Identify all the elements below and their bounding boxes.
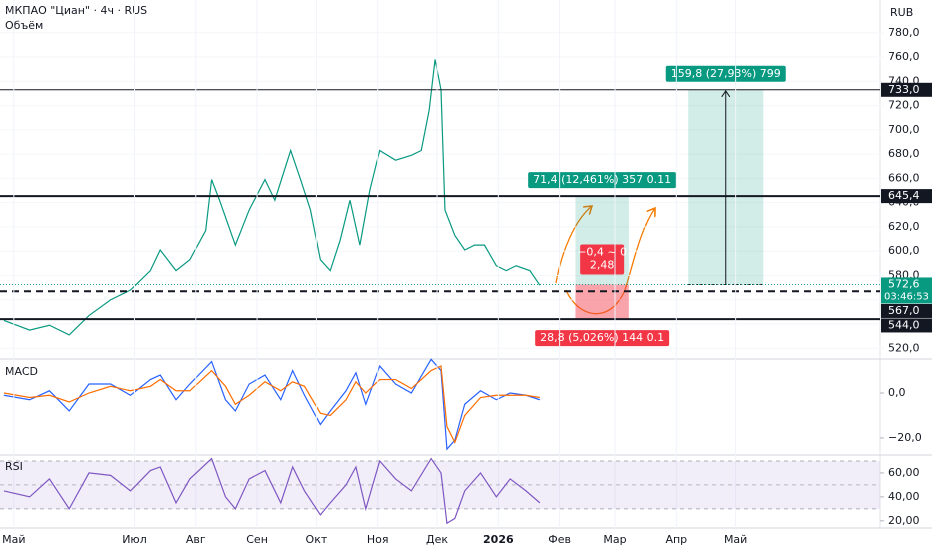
y-tick-label: 660,0 bbox=[888, 171, 920, 184]
y-tick-label: 780,0 bbox=[888, 26, 920, 39]
x-tick-label: Окт bbox=[306, 533, 328, 546]
pnl-text: 2,48 bbox=[590, 258, 615, 271]
level-badge-text: 645,4 bbox=[888, 189, 920, 202]
label-text: 71,4 (12,461%) 357 0.11 bbox=[533, 173, 671, 186]
pnl-box bbox=[580, 244, 625, 275]
currency: RUB bbox=[890, 6, 913, 19]
y-tick-label: 700,0 bbox=[888, 123, 920, 136]
y-tick-label: 20,00 bbox=[888, 514, 920, 527]
label-box bbox=[535, 330, 670, 347]
series-line bbox=[3, 358, 541, 451]
label-text: 159,8 (27,93%) 799 bbox=[671, 67, 781, 80]
y-tick-label: 760,0 bbox=[888, 50, 920, 63]
pane-title: RSI bbox=[5, 460, 23, 473]
x-tick-label: Май bbox=[724, 533, 747, 546]
level-badge bbox=[881, 189, 932, 204]
x-tick-label: Ноя bbox=[367, 533, 389, 546]
series-line bbox=[3, 365, 540, 444]
label-box bbox=[665, 65, 786, 82]
x-tick-label: Май bbox=[2, 533, 25, 546]
level-badge bbox=[881, 82, 932, 97]
y-tick-label: 620,0 bbox=[888, 220, 920, 233]
y-tick-label: 720,0 bbox=[888, 99, 920, 112]
label-text: 28,8 (5,026%) 144 0.1 bbox=[540, 331, 664, 344]
level-badge-text: 733,0 bbox=[888, 83, 920, 96]
series-line bbox=[3, 457, 541, 525]
projection-arrow bbox=[555, 206, 592, 284]
level-badge bbox=[881, 303, 932, 318]
y-tick-label: 680,0 bbox=[888, 147, 920, 160]
x-tick-label: 2026 bbox=[483, 533, 514, 546]
x-tick-label: Мар bbox=[603, 533, 626, 546]
x-tick-label: Апр bbox=[665, 533, 687, 546]
pnl-text: −0,4 ~ 0 bbox=[577, 245, 627, 258]
level-badge-text: 567,0 bbox=[888, 304, 920, 317]
level-badge bbox=[881, 318, 932, 333]
y-tick-label: 0,0 bbox=[888, 386, 906, 399]
x-tick-label: Июл bbox=[122, 533, 147, 546]
label-group: 71,4 (12,461%) 357 0.11 bbox=[528, 172, 677, 189]
label-group: 28,8 (5,026%) 144 0.1 bbox=[535, 330, 670, 347]
price-badge bbox=[881, 277, 932, 304]
x-tick-label: Дек bbox=[426, 533, 448, 546]
y-tick-label: −20,0 bbox=[888, 431, 922, 444]
stop-zone bbox=[575, 284, 629, 320]
label-box bbox=[528, 172, 677, 189]
projection-arrow bbox=[565, 208, 655, 315]
y-tick-label: 600,0 bbox=[888, 244, 920, 257]
price-badge-text: 572,6 bbox=[888, 277, 920, 290]
x-tick-label: Фев bbox=[548, 533, 571, 546]
x-tick-label: Сен bbox=[246, 533, 268, 546]
y-tick-label: 40,00 bbox=[888, 490, 920, 503]
y-tick-label: 520,0 bbox=[888, 341, 920, 354]
series-line bbox=[3, 59, 541, 336]
pane-title: MACD bbox=[5, 365, 38, 378]
x-tick-label: Авг bbox=[186, 533, 206, 546]
symbol-title: МКПАО "Циан" · 4ч · RUS bbox=[5, 4, 147, 17]
y-tick-label: 60,00 bbox=[888, 466, 920, 479]
level-badge-text: 544,0 bbox=[888, 318, 920, 331]
volume-label: Объём bbox=[5, 19, 43, 32]
countdown: 03:46:53 bbox=[884, 291, 929, 302]
arrow-head bbox=[721, 89, 731, 98]
label-group: 159,8 (27,93%) 799 bbox=[665, 65, 786, 82]
